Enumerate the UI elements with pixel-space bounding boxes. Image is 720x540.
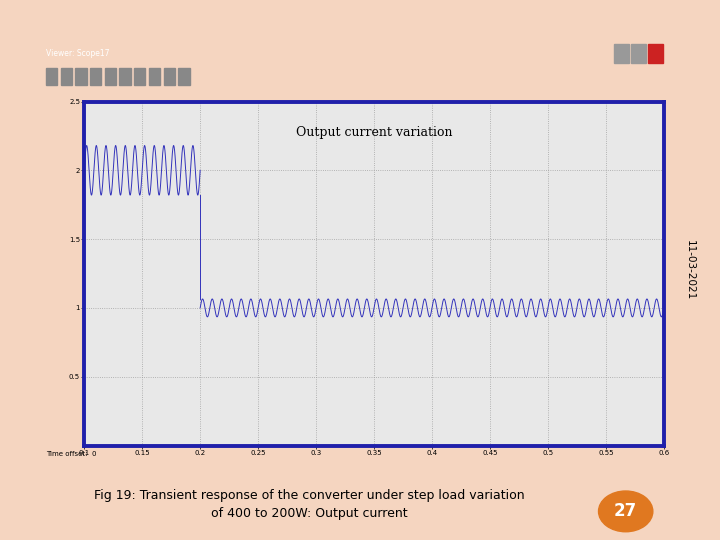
Bar (163, 69, 175, 85)
Bar (647, 44, 663, 63)
Bar (149, 69, 160, 85)
Text: 11-03-2021: 11-03-2021 (685, 240, 695, 300)
Bar (120, 69, 131, 85)
Circle shape (598, 491, 653, 532)
Text: Output current variation: Output current variation (296, 126, 452, 139)
Bar (60, 69, 72, 85)
Text: Fig 19: Transient response of the converter under step load variation: Fig 19: Transient response of the conver… (94, 489, 525, 502)
Bar (179, 69, 189, 85)
Text: 27: 27 (614, 502, 637, 521)
Text: Time offset:  0: Time offset: 0 (46, 451, 96, 457)
Bar (104, 69, 116, 85)
Text: of 400 to 200W: Output current: of 400 to 200W: Output current (211, 507, 408, 519)
Bar (46, 69, 58, 85)
Bar (613, 44, 629, 63)
Text: Viewer: Scope17: Viewer: Scope17 (46, 49, 109, 58)
Bar (134, 69, 145, 85)
Bar (90, 69, 102, 85)
Bar (76, 69, 86, 85)
Bar (631, 44, 647, 63)
